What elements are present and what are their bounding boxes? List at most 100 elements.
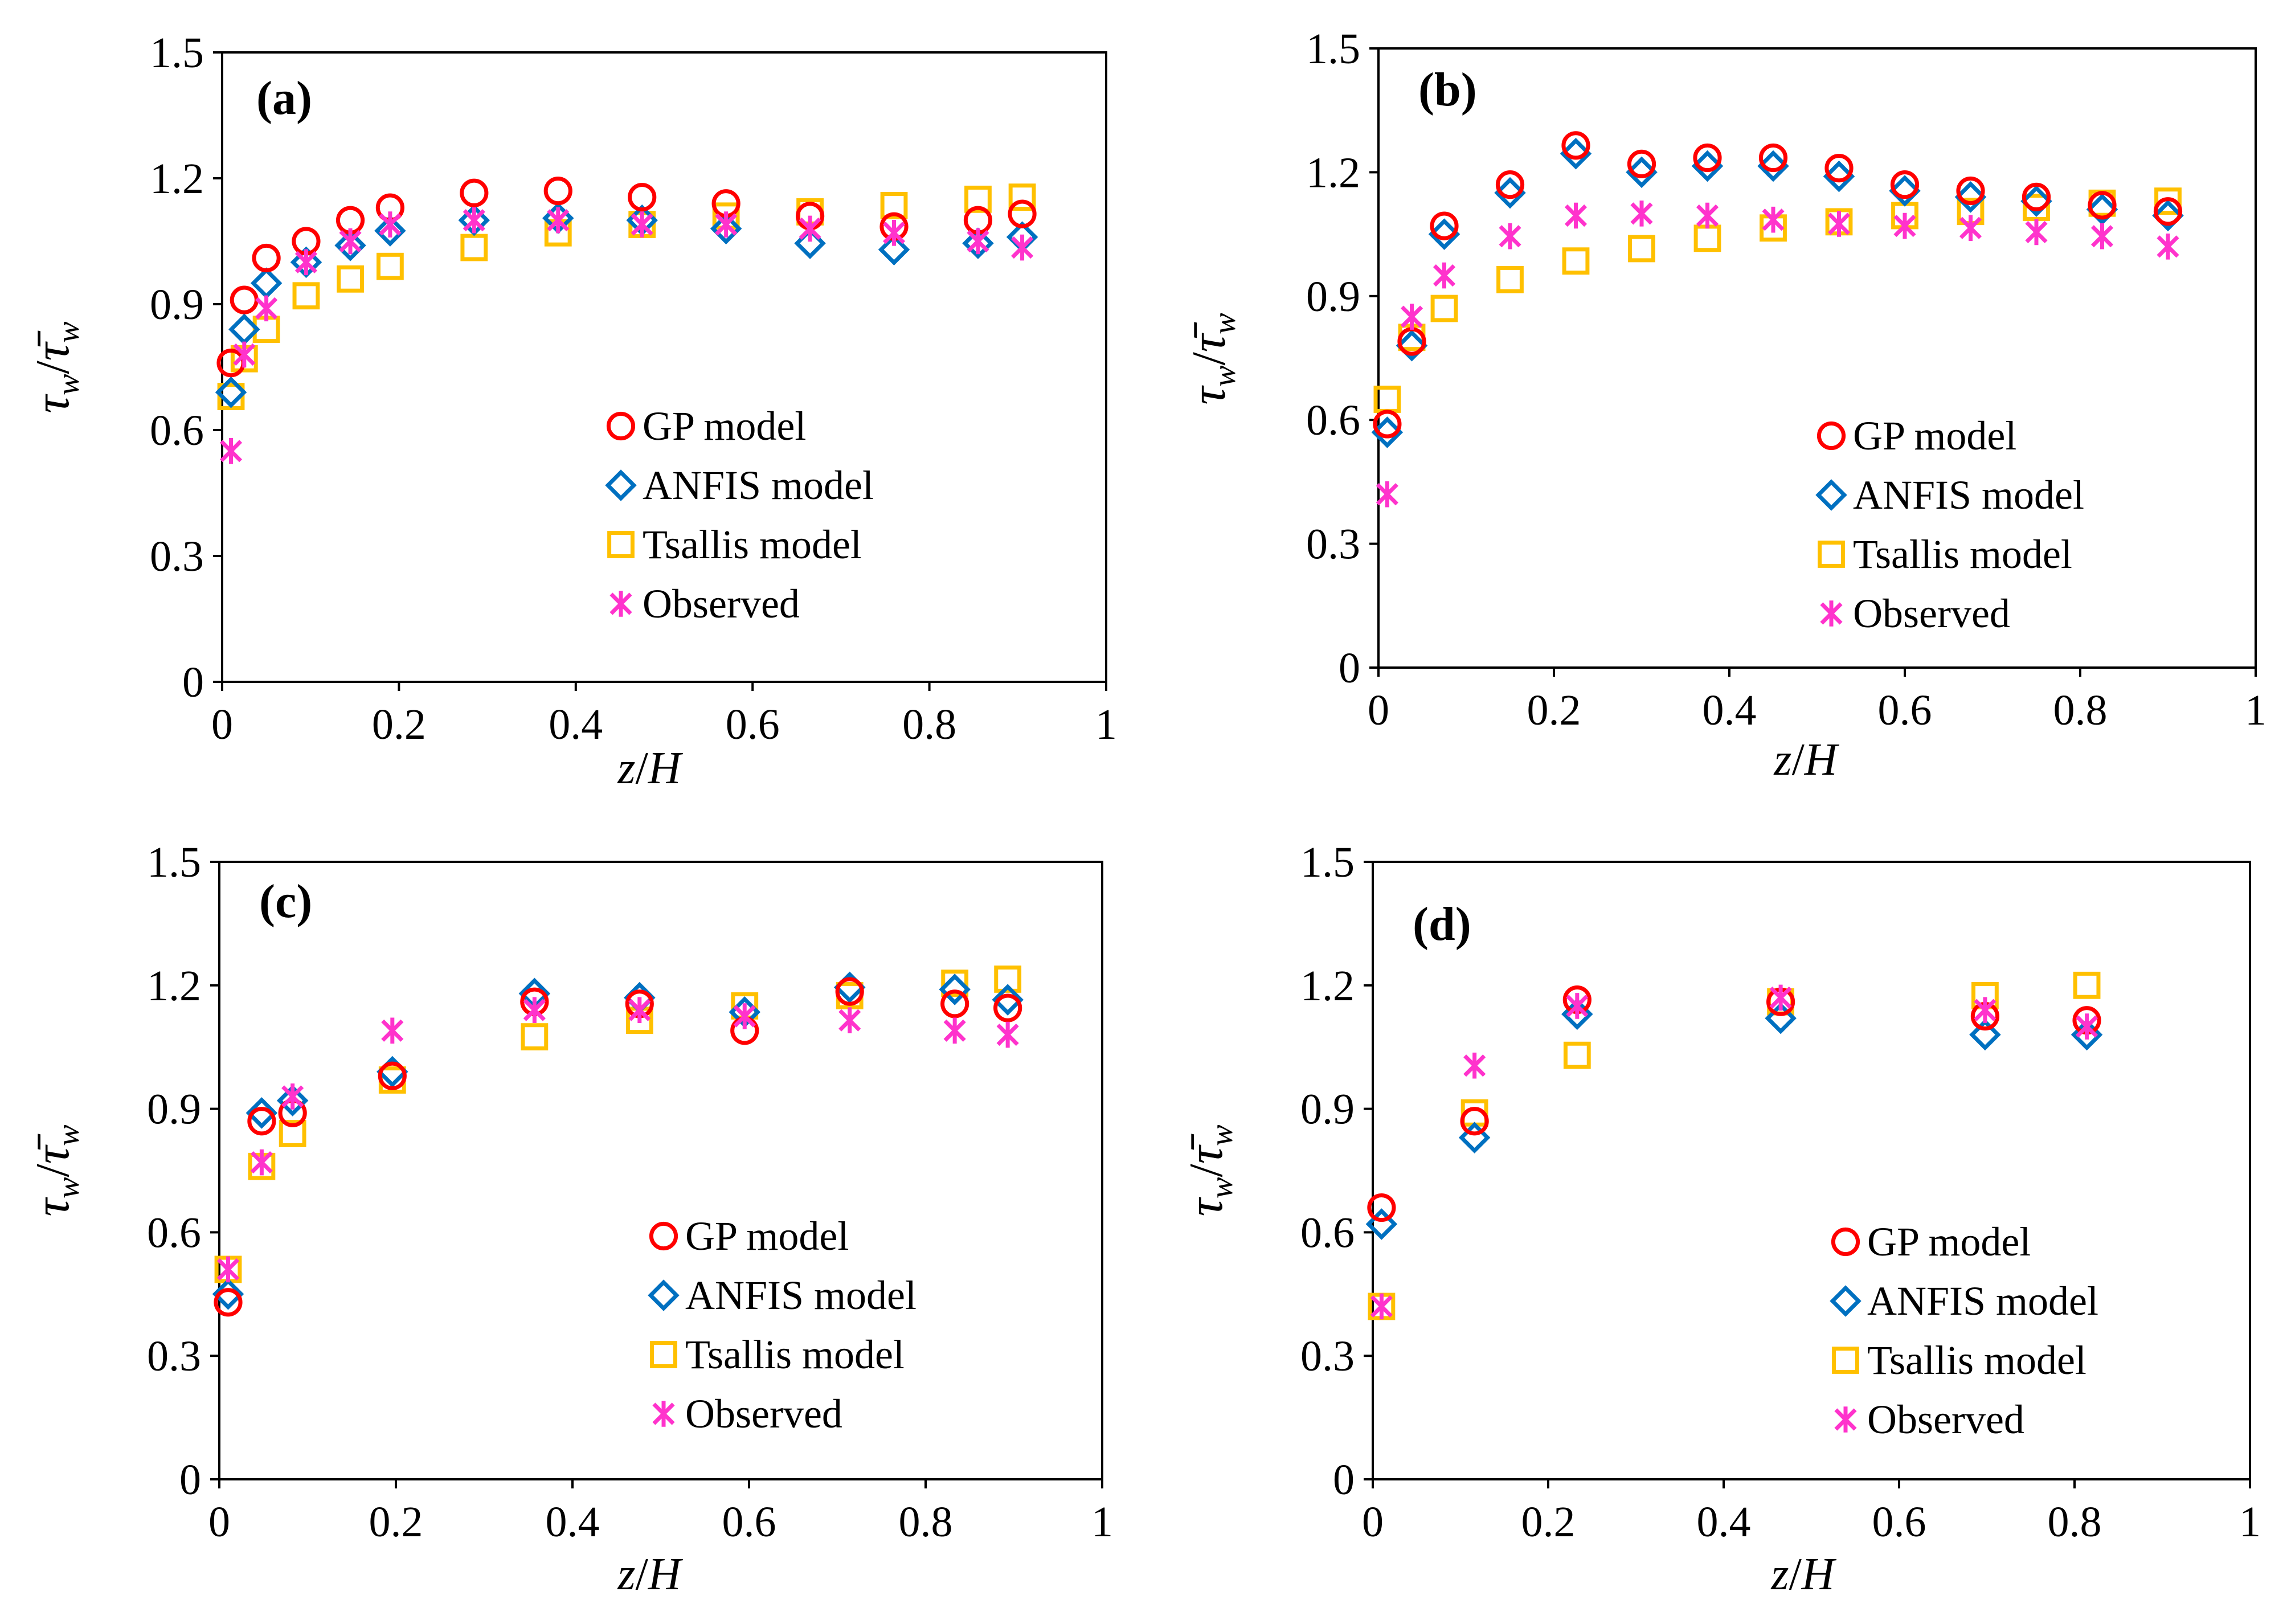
legend: GP model ANFIS model Tsallis model Observed [648,1213,917,1437]
data-point-asterisk [523,997,546,1023]
y-axis-title-sub: w [1207,366,1242,387]
data-point-circle [214,1288,243,1317]
y-tick-label: 0.9 [1300,1086,1355,1134]
legend-marker-square [1818,541,1845,568]
data-point-diamond [1691,150,1724,182]
data-point-asterisk [1893,212,1916,239]
y-axis-title-tau: τ [1178,1197,1233,1217]
x-axis-title-slash: / [636,743,649,793]
legend-entry: GP model [643,403,806,449]
data-point-diamond [374,215,406,247]
x-tick-label: 0.8 [2048,1498,2102,1546]
data-point-asterisk [233,341,256,368]
plot-area [1377,47,2257,669]
data-point-diamond [1365,1208,1398,1240]
x-axis-title-h: H [1801,1549,1837,1600]
panel-label: (d) [1413,898,1471,951]
x-axis-title-h: H [648,1549,684,1600]
legend-entry: GP model [685,1213,849,1259]
data-point-square [1496,265,1524,293]
data-point-asterisk [1433,262,1456,289]
panel-d: 0 0.3 0.6 0.9 1.2 1.5 0 0.2 0.4 0.6 0.8 1 (d) GP mode… [1178,838,2261,1600]
x-tick-label: 0.2 [1527,686,1581,734]
data-point-square [964,185,992,213]
data-point-circle [2153,197,2183,226]
x-tick-label: 0.6 [726,701,780,748]
legend-marker-diamond [1815,479,1847,511]
y-axis-title: τw/τ̄w [24,321,86,413]
data-point-diamond [1757,150,1789,182]
data-point-asterisk [216,1256,240,1283]
legend-marker-asterisk [609,591,632,617]
data-point-circle [1956,176,1985,206]
data-point-asterisk [631,211,653,238]
data-point-asterisk [1762,206,1785,233]
y-tick-label: 0 [179,1456,201,1504]
data-point-diamond [2086,193,2118,226]
data-point-diamond [334,230,366,261]
data-point-circle [1460,1107,1489,1136]
panel-c: 0 0.3 0.6 0.9 1.2 1.5 0 0.2 0.4 0.6 0.8 1 (c) GP mode… [24,838,1113,1600]
data-point-asterisk [943,1017,966,1044]
data-point-square [2154,187,2182,215]
data-point-diamond [246,1097,278,1129]
x-axis-title-z: z [617,1549,635,1600]
y-tick-label: 0.6 [1306,396,1360,444]
y-tick-label: 0.3 [150,533,204,580]
y-tick-label: 0.9 [1306,273,1360,321]
x-tick-label: 0.8 [899,1498,953,1546]
y-axis-title-slash: / [26,1164,79,1177]
x-tick-label: 0.2 [372,701,426,748]
data-point-circle [1758,143,1788,173]
data-point-asterisk [547,207,570,234]
x-tick-label: 0.6 [722,1498,776,1546]
legend-marker-square [650,1341,677,1368]
y-tick-label: 0.3 [1306,521,1360,568]
x-tick-label: 0.4 [1703,686,1757,734]
data-point-asterisk [2090,223,2114,249]
data-point-circle [1495,170,1525,199]
legend-marker-circle [606,411,636,441]
data-point-square [1008,183,1036,211]
data-point-asterisk [463,207,485,234]
y-tick-label: 0 [182,658,204,706]
legend-entry: Observed [643,581,800,627]
data-point-asterisk [996,1021,1019,1048]
legend-entry: Observed [1867,1397,2024,1442]
legend-marker-circle [1816,421,1846,451]
data-point-asterisk [1827,211,1851,237]
data-point-asterisk [882,219,906,246]
data-point-asterisk [1400,304,1423,330]
y-axis-title: τw/τ̄w [1178,1124,1239,1216]
data-point-asterisk [1564,202,1588,229]
y-axis-title-sub2: w [1204,1124,1239,1146]
legend: GP model ANFIS model Tsallis model Observed [605,403,874,627]
x-axis-title: z/H [1770,1549,1836,1600]
legend: GP model ANFIS model Tsallis model Observed [1815,413,2084,636]
data-point-asterisk [294,249,318,276]
series-tsallis-model [1373,187,2182,413]
panel-label: (b) [1418,63,1477,116]
x-axis-title-slash: / [1789,1549,1802,1600]
y-tick-label: 0.6 [147,1209,201,1257]
series-anfis-model [1371,138,2184,448]
panel-label: (a) [256,72,312,125]
data-point-asterisk [2157,234,2179,260]
data-point-asterisk [1959,215,1982,242]
legend-entry: Tsallis model [685,1332,905,1377]
legend-entry: ANFIS model [685,1273,917,1318]
x-axis-title: z/H [617,1549,683,1600]
data-point-circle [1367,1193,1396,1222]
data-point-circle [993,993,1022,1022]
data-point-asterisk [1463,1052,1486,1079]
legend-marker-circle [1831,1227,1860,1257]
x-axis-title-z: z [1770,1549,1789,1600]
x-axis-title-h: H [1804,735,1840,785]
data-point-asterisk [339,228,362,255]
data-point-circle [252,243,281,273]
y-axis-title-sub2: w [51,321,86,342]
legend-marker-square [1832,1347,1859,1374]
data-point-diamond [1823,160,1855,193]
panel-label: (c) [259,875,312,928]
x-tick-label: 0 [1362,1498,1384,1546]
